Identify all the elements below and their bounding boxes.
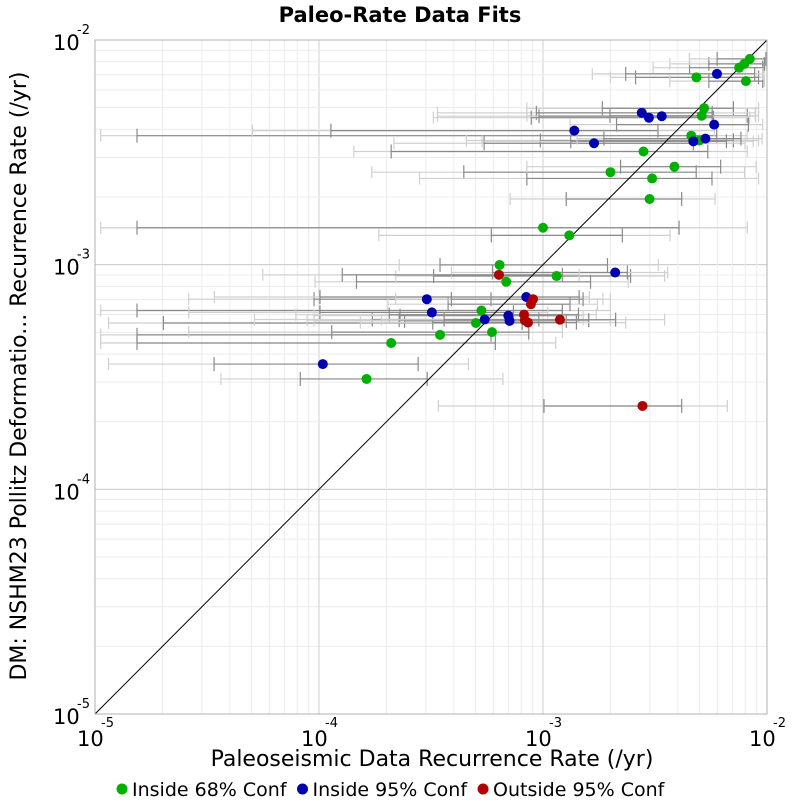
data-point — [647, 173, 658, 184]
error-bar — [378, 228, 671, 243]
data-point — [569, 125, 580, 136]
data-point — [638, 146, 649, 157]
data-point — [476, 305, 487, 316]
data-point — [522, 317, 533, 328]
error-bar — [437, 398, 728, 413]
y-tick-label: 10 — [53, 705, 80, 729]
error-bar — [100, 220, 748, 235]
error-bar — [107, 357, 470, 372]
data-point — [421, 294, 432, 305]
error-bar — [371, 165, 746, 180]
data-point — [644, 194, 655, 205]
y-tick-exponent: -2 — [77, 23, 90, 38]
x-tick-label: 10 — [301, 727, 328, 751]
data-point — [564, 230, 575, 241]
data-point — [554, 314, 565, 325]
data-point — [386, 338, 397, 349]
data-point — [528, 294, 539, 305]
data-point — [494, 259, 505, 270]
data-point — [361, 373, 372, 384]
reference-line-y-equals-x — [94, 39, 768, 715]
data-point — [688, 136, 699, 147]
data-point — [504, 315, 515, 326]
data-point — [493, 269, 504, 280]
data-point — [740, 76, 751, 87]
y-tick-label: 10 — [53, 31, 80, 55]
legend-marker — [477, 783, 489, 795]
data-point — [711, 68, 722, 79]
data-point — [700, 133, 711, 144]
legend-marker — [297, 783, 309, 795]
tick-labels: 10-510-510-410-410-310-310-210-2 — [53, 23, 786, 751]
data-point — [426, 307, 437, 318]
data-point — [709, 119, 720, 130]
error-bar — [353, 144, 748, 159]
error-bar — [262, 267, 580, 282]
legend-label: Inside 68% Conf — [132, 779, 288, 801]
error-bar — [432, 110, 751, 125]
error-bar — [509, 192, 716, 207]
data-point — [696, 110, 707, 121]
legend-marker — [116, 783, 128, 795]
error-bar — [251, 123, 715, 138]
x-tick-exponent: -3 — [549, 716, 562, 731]
y-tick-exponent: -5 — [77, 697, 90, 712]
data-point — [470, 317, 481, 328]
data-point — [589, 138, 600, 149]
error-bar — [398, 257, 659, 272]
error-bar — [418, 171, 760, 186]
error-bar — [100, 128, 748, 143]
data-point — [551, 271, 562, 282]
y-axis-label: DM: NSHM23 Pollitz Deformatio... Recurre… — [7, 71, 32, 680]
error-bar — [576, 131, 763, 146]
data-point — [435, 329, 446, 340]
data-point — [479, 314, 490, 325]
data-point — [610, 267, 621, 278]
data-point — [744, 53, 755, 64]
data-point — [487, 327, 498, 338]
data-point — [637, 400, 648, 411]
legend-label: Inside 95% Conf — [313, 779, 469, 801]
error-bar — [359, 315, 627, 330]
x-tick-exponent: -4 — [325, 716, 338, 731]
legend-label: Outside 95% Conf — [493, 779, 666, 801]
data-point — [501, 276, 512, 287]
x-tick-exponent: -2 — [773, 716, 786, 731]
data-point — [699, 103, 710, 114]
x-tick-label: 10 — [525, 727, 552, 751]
data-point — [643, 112, 654, 123]
chart-title: Paleo-Rate Data Fits — [279, 3, 522, 27]
data-point — [317, 359, 328, 370]
plot-frame — [94, 39, 768, 715]
data-point — [605, 167, 616, 178]
data-point — [669, 161, 680, 172]
data-point — [538, 222, 548, 233]
data-point — [656, 111, 667, 122]
y-tick-label: 10 — [53, 480, 80, 504]
y-tick-exponent: -4 — [77, 472, 90, 487]
y-tick-exponent: -3 — [77, 248, 90, 263]
y-tick-label: 10 — [53, 256, 80, 280]
grid — [94, 39, 768, 715]
data-point — [691, 72, 702, 83]
x-tick-label: 10 — [77, 727, 104, 751]
x-axis-label: Paleoseismic Data Recurrence Rate (/yr) — [211, 747, 654, 772]
x-tick-label: 10 — [749, 727, 776, 751]
x-tick-exponent: -5 — [101, 716, 114, 731]
data-point — [636, 107, 647, 118]
legend: Inside 68% Conf Inside 95% Conf Outside 95… — [116, 779, 666, 801]
data-points — [317, 53, 755, 411]
